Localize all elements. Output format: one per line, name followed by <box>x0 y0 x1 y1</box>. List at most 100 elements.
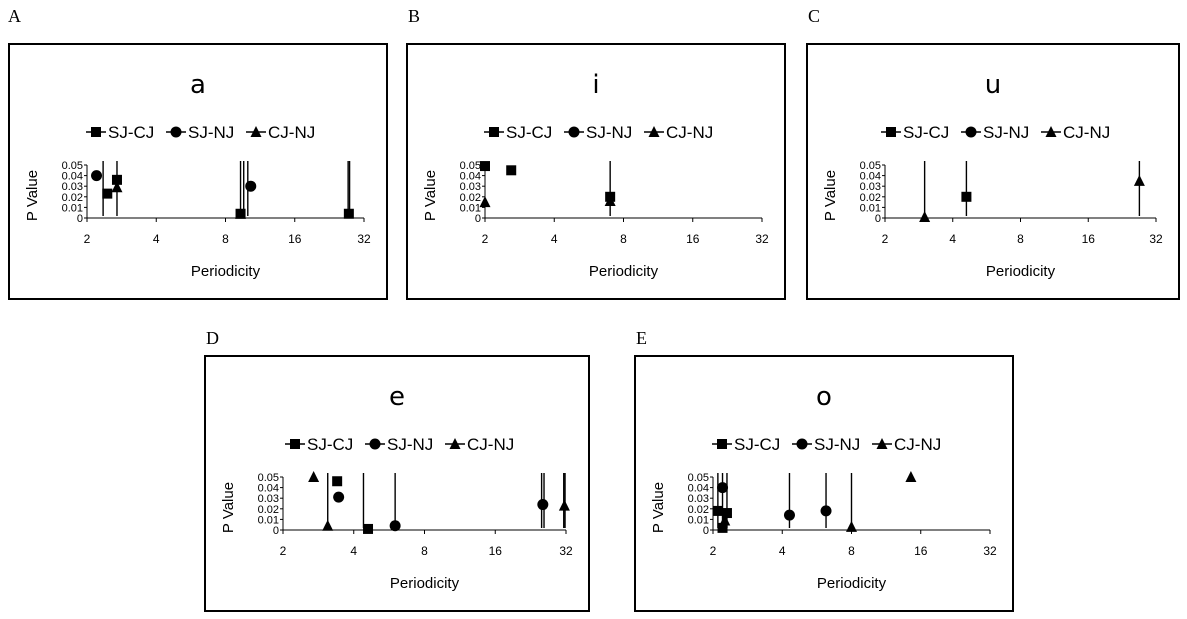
y-tick-label: 0.02 <box>688 504 709 516</box>
data-point-sj-nj <box>820 505 832 517</box>
data-point-sj-cj <box>480 161 490 172</box>
legend-label: CJ-NJ <box>467 435 514 454</box>
y-tick-label: 0 <box>875 213 881 225</box>
x-tick-label: 4 <box>153 232 160 246</box>
legend-marker-triangle <box>648 126 660 137</box>
legend-label: SJ-NJ <box>586 123 632 142</box>
y-tick-label: 0.02 <box>460 192 481 204</box>
x-axis-label: Periodicity <box>589 263 659 280</box>
legend-marker-circle <box>568 126 580 138</box>
data-point-sj-cj <box>506 165 517 176</box>
legend-marker-triangle <box>1045 126 1057 137</box>
y-tick-label: 0 <box>77 213 83 225</box>
y-tick-label: 0 <box>703 525 709 537</box>
x-tick-label: 2 <box>84 232 91 246</box>
panel-letter-d: D <box>206 328 219 348</box>
data-point-cj-nj <box>905 471 917 482</box>
chart-panel-u: u SJ-CJ SJ-NJ CJ-NJ 0 0.01 0.02 0.03 0.04 0.05 2 4 8… <box>806 43 1180 300</box>
data-point-sj-nj <box>333 491 345 503</box>
legend-label: CJ-NJ <box>894 435 941 454</box>
y-tick-label: 0.05 <box>860 160 881 172</box>
data-point-sj-cj <box>712 505 723 516</box>
data-point-sj-cj <box>721 508 732 519</box>
data-point-sj-cj <box>111 174 122 185</box>
data-point-sj-nj <box>245 180 257 192</box>
legend-marker-square <box>91 127 101 137</box>
data-point-sj-cj <box>363 523 374 534</box>
data-point-sj-nj <box>91 170 103 182</box>
x-axis-label: Periodicity <box>817 575 887 592</box>
legend-marker-circle <box>369 438 381 450</box>
y-tick-label: 0.02 <box>62 192 83 204</box>
x-tick-label: 32 <box>1149 232 1163 246</box>
legend-label: CJ-NJ <box>1063 123 1110 142</box>
chart-title: a <box>190 70 206 100</box>
data-point-cj-nj <box>308 471 320 482</box>
data-point-cj-nj <box>479 196 491 208</box>
chart-svg-a: a SJ-CJ SJ-NJ CJ-NJ 00.010.020.030.040.05 2 4 8… <box>24 70 371 280</box>
x-tick-label: 16 <box>686 232 700 246</box>
legend-marker-triangle <box>449 438 461 449</box>
data-point-cj-nj <box>846 520 857 532</box>
data-point-sj-cj <box>102 188 113 199</box>
y-tick-label: 0.03 <box>62 181 83 193</box>
data-point-sj-nj <box>389 520 401 532</box>
panel-letter-c: C <box>808 6 821 26</box>
chart-svg-o: o SJ-CJ SJ-NJ CJ-NJ 00.010.020.030.040.05 2 4 8… <box>650 382 997 592</box>
y-tick-label: 0.01 <box>258 514 279 526</box>
data-point-sj-cj <box>961 191 972 202</box>
legend-label: SJ-CJ <box>108 123 154 142</box>
data-point-cj-nj <box>1133 174 1145 186</box>
x-tick-label: 2 <box>482 232 489 246</box>
data-point-sj-nj <box>783 509 795 521</box>
legend-marker-square <box>290 439 300 449</box>
x-tick-label: 32 <box>755 232 769 246</box>
panel-letter-b: B <box>408 6 421 26</box>
data-point-sj-cj <box>332 476 343 487</box>
data-point-cj-nj <box>558 499 570 511</box>
chart-svg-u: u SJ-CJ SJ-NJ CJ-NJ 00.010.020.030.040.05 2 4 8… <box>822 70 1163 280</box>
y-tick-label: 0.03 <box>258 493 279 505</box>
y-tick-label: 0.03 <box>860 181 881 193</box>
chart-title: o <box>816 382 832 412</box>
y-tick-label: 0.04 <box>860 171 881 183</box>
data-point-cj-nj <box>322 519 334 531</box>
panel-letter-a: A <box>8 6 21 26</box>
legend-label: SJ-CJ <box>307 435 353 454</box>
data-point-sj-cj <box>343 208 354 219</box>
x-tick-label: 8 <box>848 544 855 558</box>
legend-marker-circle <box>170 126 182 138</box>
legend-label: SJ-CJ <box>506 123 552 142</box>
chart-svg-i: i SJ-CJ SJ-NJ CJ-NJ 00.010.020.030.040.05 2 4 8… <box>422 70 769 280</box>
y-tick-label: 0.03 <box>460 181 481 193</box>
x-tick-label: 4 <box>949 232 956 246</box>
x-tick-label: 8 <box>222 232 229 246</box>
legend-marker-square <box>886 127 896 137</box>
y-tick-label: 0.03 <box>688 493 709 505</box>
y-tick-label: 0.05 <box>62 160 83 172</box>
y-tick-label: 0 <box>273 525 279 537</box>
y-tick-label: 0.01 <box>860 202 881 214</box>
y-tick-label: 0.02 <box>258 504 279 516</box>
x-tick-label: 16 <box>288 232 302 246</box>
y-tick-label: 0.01 <box>62 202 83 214</box>
legend-label: SJ-NJ <box>814 435 860 454</box>
legend-label: SJ-CJ <box>734 435 780 454</box>
chart-panel-o: o SJ-CJ SJ-NJ CJ-NJ 0 0.01 0.02 0.03 0.04 0.05 2 4 8… <box>634 355 1014 612</box>
chart-panel-i: i SJ-CJ SJ-NJ CJ-NJ 0 0.01 0.02 0.03 0.04 0.05 2 4 8… <box>406 43 786 300</box>
y-tick-label: 0.01 <box>460 202 481 214</box>
legend-label: SJ-NJ <box>387 435 433 454</box>
legend-marker-triangle <box>876 438 888 449</box>
data-point-cj-nj <box>604 195 616 207</box>
y-tick-label: 0 <box>475 213 481 225</box>
data-point-sj-cj <box>717 522 728 533</box>
chart-panel-a: a SJ-CJ SJ-NJ CJ-NJ 0 0.01 0.02 0.03 0.04 0.05 2 4 8… <box>8 43 388 300</box>
y-axis-label: P Value <box>220 482 237 533</box>
legend-marker-square <box>717 439 727 449</box>
x-tick-label: 8 <box>620 232 627 246</box>
x-axis-label: Periodicity <box>986 263 1056 280</box>
x-tick-label: 32 <box>357 232 371 246</box>
x-axis-label: Periodicity <box>191 263 261 280</box>
panel-letter-e: E <box>636 328 647 348</box>
legend-marker-square <box>489 127 499 137</box>
